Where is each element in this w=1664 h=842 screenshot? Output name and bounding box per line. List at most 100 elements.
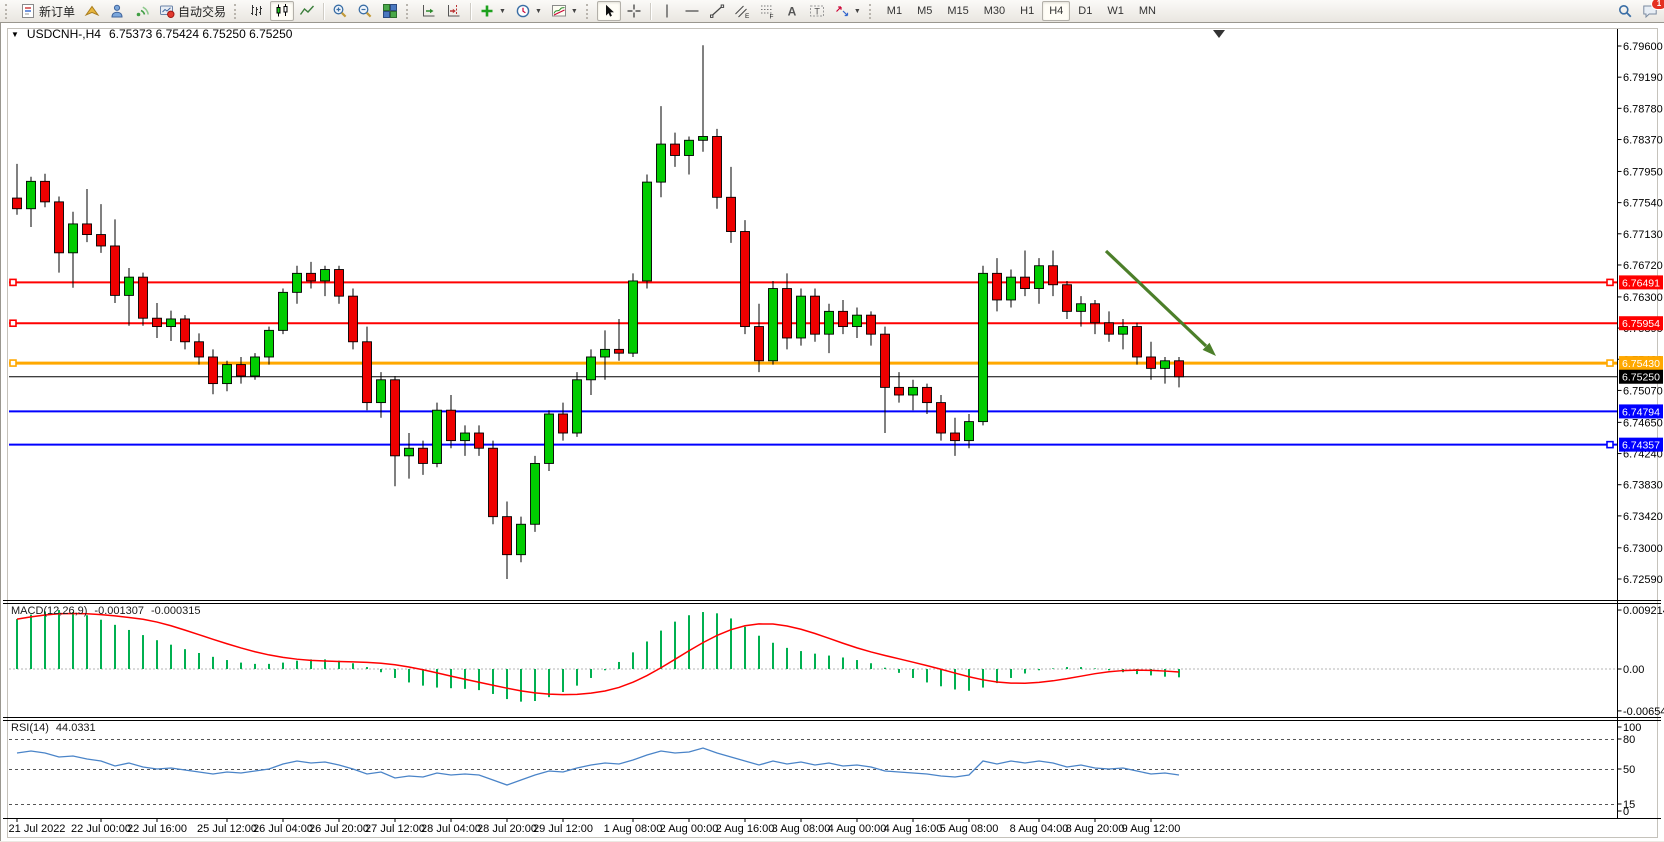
candle-body [1118,326,1128,335]
candle-body [292,272,302,293]
macd-plot-area[interactable] [9,603,1617,717]
macd-tick-label: 0.00 [1623,664,1644,676]
chart-menu-caret-icon[interactable]: ▼ [11,29,19,39]
price-label-text: 6.75954 [1622,318,1660,330]
auto-scroll-button[interactable] [417,1,441,21]
toolbar-grip[interactable] [868,3,875,19]
zoom-out-button[interactable] [353,1,377,21]
cursor-button[interactable] [596,1,621,21]
timeframe-m30-button[interactable]: M30 [977,1,1012,21]
candle [908,379,918,411]
candle [754,303,764,373]
hline-handle[interactable] [9,278,17,287]
hline-handle[interactable] [9,319,17,328]
autotrading-button[interactable]: 自动交易 [155,1,230,21]
text-button[interactable]: A [780,1,804,21]
candle-body [404,447,414,457]
trend-arrow-annotation[interactable] [1104,249,1208,348]
crosshair-button[interactable] [622,1,646,21]
candle [138,272,148,326]
candle [936,394,946,441]
chart-canvas[interactable]: 6.79600 6.79190 6.78780 6.78370 6.77950 6.775… [1,23,1664,842]
toolbar-grip[interactable] [5,3,11,19]
hline-handle[interactable] [1606,359,1614,367]
candle-body [1006,276,1016,301]
toolbar-grip[interactable] [585,3,592,19]
candle [544,410,554,472]
price-label-box [1619,404,1663,419]
hline-handle[interactable] [1606,278,1614,287]
bar-chart-button[interactable] [245,1,269,21]
profiles-icon [84,5,100,17]
trendline-button[interactable] [705,1,729,21]
candle [488,440,498,525]
macd-signal-line [16,612,1180,696]
line-chart-button[interactable] [295,1,319,21]
autotrading-icon [160,5,175,19]
chart-title: ▼ USDCNH-,H4 6.75373 6.75424 6.75250 6.7… [11,27,292,41]
trend-arrow-head[interactable] [1202,342,1216,356]
candle [362,326,372,411]
candle-body [908,386,918,396]
candle-body [418,447,428,464]
candle [950,417,960,456]
notifications-button[interactable]: 1 [1638,0,1664,21]
candle-body [656,143,666,183]
candle [1076,296,1086,327]
notification-count-badge: 1 [1651,0,1664,10]
zoom-in-icon [333,4,347,18]
candle [390,375,400,487]
virtual-hosting-button[interactable] [105,1,129,21]
timeframe-m1-button[interactable]: M1 [880,1,909,21]
equidistant-channel-button[interactable]: E [730,1,754,21]
timeframe-m15-button[interactable]: M15 [940,1,975,21]
timeframe-h4-button[interactable]: H4 [1042,1,1071,21]
candle-body [488,447,498,518]
horizontal-line-button[interactable] [680,1,704,21]
zoom-in-button[interactable] [328,1,352,21]
timeframe-w1-button[interactable]: W1 [1100,1,1131,21]
search-button[interactable] [1613,1,1637,21]
arrows-button[interactable]: ▼ [830,1,865,21]
candle-body [474,432,484,449]
toolbar-grip[interactable] [234,3,240,19]
chart-shift-marker[interactable] [1213,30,1225,38]
signals-button[interactable] [130,1,154,21]
text-label-button[interactable]: T [805,1,829,21]
timeframe-m5-button[interactable]: M5 [910,1,939,21]
indicators-button[interactable]: ▼ [475,1,510,21]
candlestick-chart-button[interactable] [270,1,295,21]
hline-handle[interactable] [9,359,17,367]
candle-body [334,269,344,297]
time-axis-label: 4 Aug 16:00 [884,823,943,835]
toolbar-grip[interactable] [406,3,412,19]
time-axis-label: 1 Aug 08:00 [604,823,663,835]
time-axis-label: 3 Aug 08:00 [772,823,831,835]
text-label-icon: T [809,5,824,17]
candle-body [1132,326,1142,358]
new-order-button[interactable]: 新订单 [16,1,79,21]
toolbar-separator [649,2,651,20]
chart-shift-button[interactable] [442,1,466,21]
candle-body [684,139,694,156]
templates-button[interactable]: ▼ [547,1,582,21]
vertical-line-button[interactable] [655,1,679,21]
price-label-box [1619,437,1663,452]
chart-window[interactable]: 6.79600 6.79190 6.78780 6.78370 6.77950 6.775… [0,22,1664,841]
timeframe-h1-button[interactable]: H1 [1013,1,1041,21]
hline-handle[interactable] [1606,440,1614,449]
price-tick-label: 6.73830 [1623,480,1663,492]
fibonacci-button[interactable]: F [755,1,779,21]
tile-windows-button[interactable] [378,1,402,21]
candle [1062,280,1072,319]
rsi-name: RSI(14) [11,722,49,734]
periods-button[interactable]: ▼ [511,1,546,21]
timeframe-d1-button[interactable]: D1 [1071,1,1099,21]
indicators-add-icon [481,5,493,17]
candle-body [390,379,400,457]
candle-body [1020,276,1030,289]
timeframe-mn-button[interactable]: MN [1132,1,1163,21]
profiles-button[interactable] [80,1,104,21]
candle-body [1174,360,1184,378]
candle [922,383,932,415]
